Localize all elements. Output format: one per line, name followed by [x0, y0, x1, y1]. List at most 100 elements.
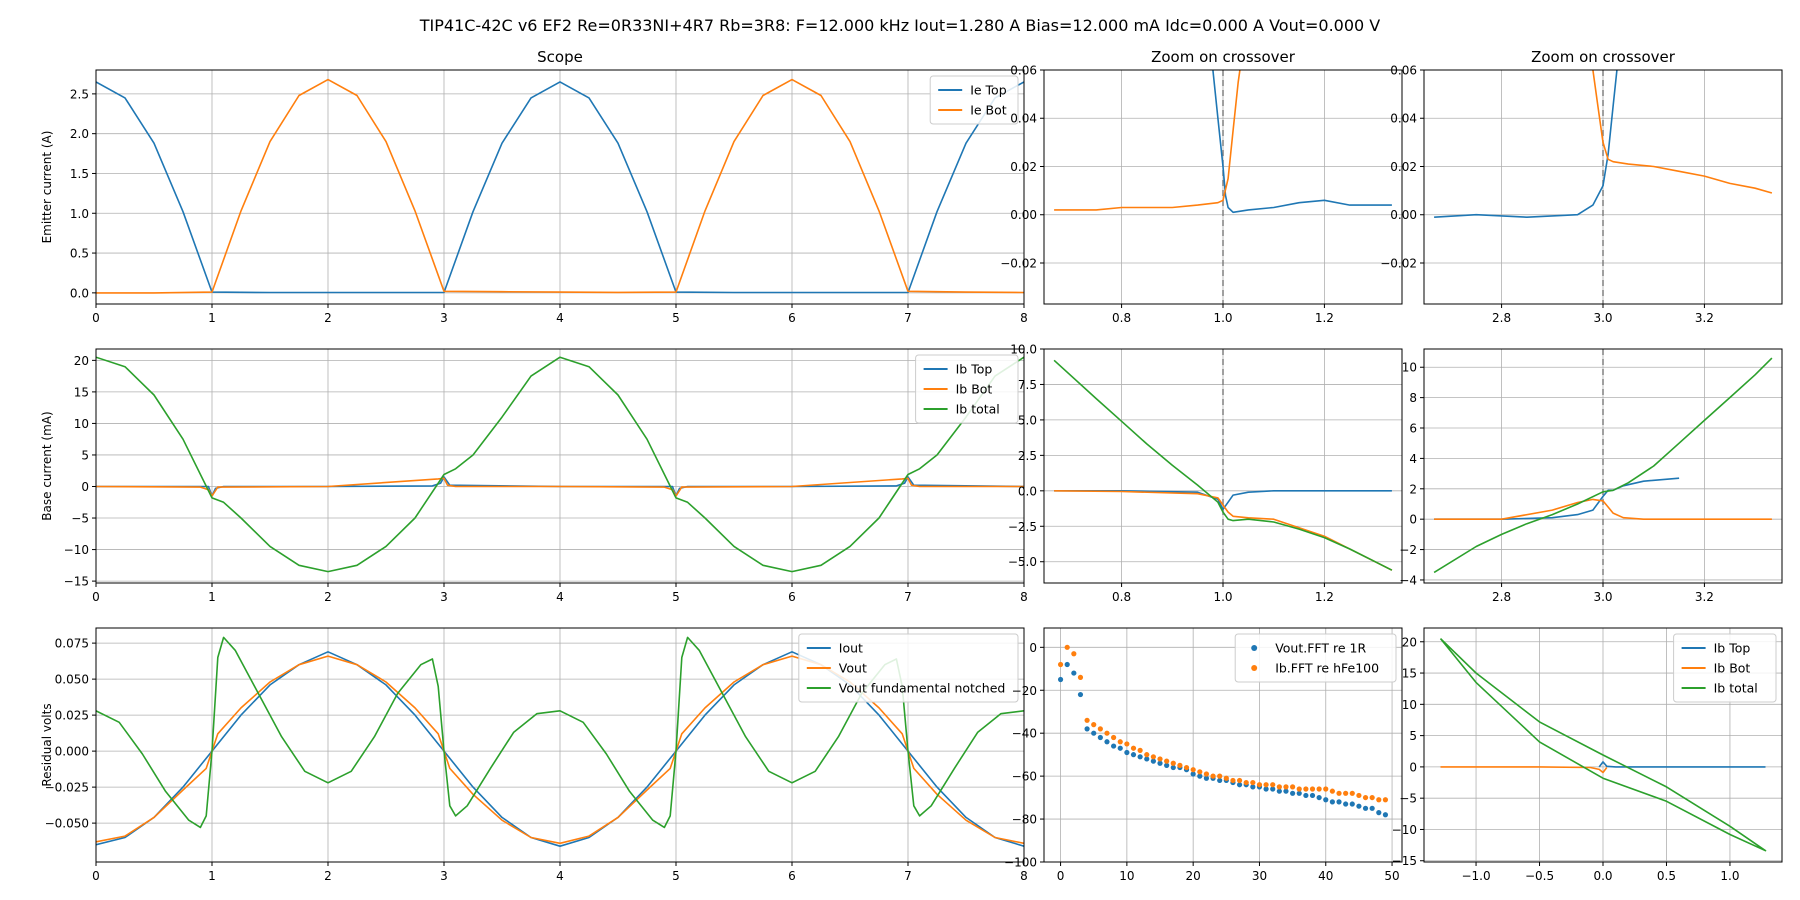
point-vout-fft-re-1r: [1084, 726, 1090, 732]
y-tick-label: 6: [1409, 422, 1417, 436]
y-tick-label: 20: [74, 354, 89, 368]
y-tick-label: 5: [1409, 729, 1417, 743]
x-tick-label: 1.0: [1213, 590, 1232, 604]
point-ib-fft-re-hfe100: [1349, 790, 1355, 796]
y-tick-label: 10: [74, 417, 89, 431]
point-ib-fft-re-hfe100: [1117, 739, 1123, 745]
point-ib-fft-re-hfe100: [1376, 797, 1382, 803]
x-tick-label: 6: [788, 311, 796, 325]
point-vout-fft-re-1r: [1117, 745, 1123, 751]
y-tick-label: 5: [81, 448, 89, 462]
legend-box: [929, 75, 1019, 125]
x-tick-label: 6: [788, 869, 796, 883]
point-vout-fft-re-1r: [1217, 777, 1223, 784]
y-tick-label: 7.5: [1018, 378, 1037, 392]
y-tick-label: 2.0: [70, 127, 89, 141]
point-vout-fft-re-1r: [1296, 790, 1302, 796]
y-tick-label: −100: [1004, 856, 1037, 870]
point-vout-fft-re-1r: [1144, 756, 1150, 762]
point-vout-fft-re-1r: [1376, 810, 1382, 816]
x-tick-label: 0.0: [1593, 869, 1612, 883]
point-vout-fft-re-1r: [1130, 752, 1137, 758]
x-tick-label: 20: [1186, 869, 1201, 883]
chart-title: Scope: [537, 48, 583, 66]
point-ib-fft-re-hfe100: [1157, 756, 1163, 762]
y-tick-label: −0.02: [1380, 256, 1417, 270]
legend: Iout Vout Vout fundamental notched: [798, 633, 1019, 703]
x-tick-label: 1: [208, 311, 216, 325]
chart-scope-residual: 0 1 2 3 4 5 6 7 8 −0.050 −0.025 0.000 0.025 0.050 0.07…: [40, 627, 1028, 883]
point-ib-fft-re-hfe100: [1336, 790, 1342, 796]
point-vout-fft-re-1r: [1362, 805, 1369, 811]
y-tick-label: 1.0: [70, 207, 89, 221]
y-tick-label: 0.00: [1390, 208, 1417, 222]
axes-frame: [1043, 627, 1403, 863]
series-line-ie-bot: [1592, 70, 1773, 194]
point-ib-fft-re-hfe100: [1270, 782, 1276, 788]
point-ib-fft-re-hfe100: [1356, 792, 1362, 799]
y-tick-label: 8: [1409, 391, 1417, 405]
point-vout-fft-re-1r: [1203, 775, 1210, 781]
point-vout-fft-re-1r: [1250, 784, 1256, 790]
series-line-ie-bot: [96, 78, 1024, 294]
point-ib-fft-re-hfe100: [1197, 769, 1203, 775]
panels: 0 1 2 3 4 5 6 7 8 0.0 0.5 1.0 1.5 2.0 2.5 Scope Emitter …: [40, 48, 1783, 883]
legend-marker: [1251, 665, 1258, 671]
legend: Ib Top Ib Bot Ib total: [915, 354, 1019, 424]
y-tick-label: 0.02: [1390, 160, 1417, 174]
point-ib-fft-re-hfe100: [1217, 773, 1223, 779]
series-line-ib-bot: [1434, 498, 1772, 520]
y-tick-label: −60: [1012, 770, 1037, 784]
chart-zoom-emitter-1: 0.8 1.0 1.2 −0.02 0.00 0.02 0.04 0.06 Zoom on cr…: [1000, 48, 1403, 325]
series-line-ie-bot: [1054, 70, 1241, 211]
y-tick-label: 15: [1402, 667, 1417, 681]
y-tick-label: 15: [74, 385, 89, 399]
y-tick-label: 0: [1409, 513, 1417, 527]
x-tick-label: 1.0: [1720, 869, 1739, 883]
point-vout-fft-re-1r: [1157, 760, 1163, 766]
x-tick-label: 8: [1020, 590, 1028, 604]
y-tick-label: 5.0: [1018, 413, 1037, 427]
series-line-ie-top: [1434, 70, 1618, 218]
y-tick-label: 0.04: [1010, 112, 1037, 126]
y-tick-label: 4: [1409, 452, 1417, 466]
legend-label: Ib total: [1714, 681, 1758, 696]
point-ib-fft-re-hfe100: [1263, 782, 1269, 788]
legend-label: Ib total: [956, 402, 1000, 417]
series-line-vout: [96, 655, 1024, 845]
point-vout-fft-re-1r: [1057, 676, 1064, 683]
chart-title: Zoom on crossover: [1151, 48, 1296, 66]
y-axis-label: Base current (mA): [40, 411, 54, 520]
point-ib-fft-re-hfe100: [1323, 786, 1329, 792]
series-group: [1434, 70, 1773, 218]
point-ib-fft-re-hfe100: [1177, 762, 1183, 768]
point-vout-fft-re-1r: [1190, 771, 1196, 777]
point-ib-fft-re-hfe100: [1309, 786, 1316, 792]
point-vout-fft-re-1r: [1111, 743, 1117, 749]
point-vout-fft-re-1r: [1290, 790, 1296, 796]
point-ib-fft-re-hfe100: [1256, 782, 1263, 788]
y-tick-label: 0.050: [55, 673, 89, 687]
legend-label: Ib Top: [956, 362, 993, 377]
series-line-ib-total: [1433, 357, 1773, 574]
x-tick-label: 3: [440, 311, 448, 325]
x-tick-label: 2: [324, 869, 332, 883]
point-ib-fft-re-hfe100: [1071, 651, 1077, 657]
series-line-ib-top: [1598, 761, 1766, 768]
legend-box: [798, 633, 1019, 703]
y-tick-label: 0.5: [70, 247, 89, 261]
point-ib-fft-re-hfe100: [1104, 730, 1110, 736]
legend-box: [1673, 633, 1777, 703]
y-tick-label: 10.0: [1010, 343, 1037, 357]
y-tick-label: −15: [1392, 854, 1417, 868]
y-tick-label: −10: [64, 543, 89, 557]
series-line-ib-top: [1434, 477, 1680, 520]
point-vout-fft-re-1r: [1170, 764, 1176, 771]
y-tick-label: −0.025: [45, 781, 89, 795]
figure-title: TIP41C-42C v6 EF2 Re=0R33NI+4R7 Rb=3R8: …: [419, 16, 1381, 35]
point-vout-fft-re-1r: [1309, 792, 1316, 799]
y-tick-label: −0.050: [45, 817, 89, 831]
point-vout-fft-re-1r: [1150, 758, 1156, 764]
x-tick-label: 4: [556, 869, 564, 883]
